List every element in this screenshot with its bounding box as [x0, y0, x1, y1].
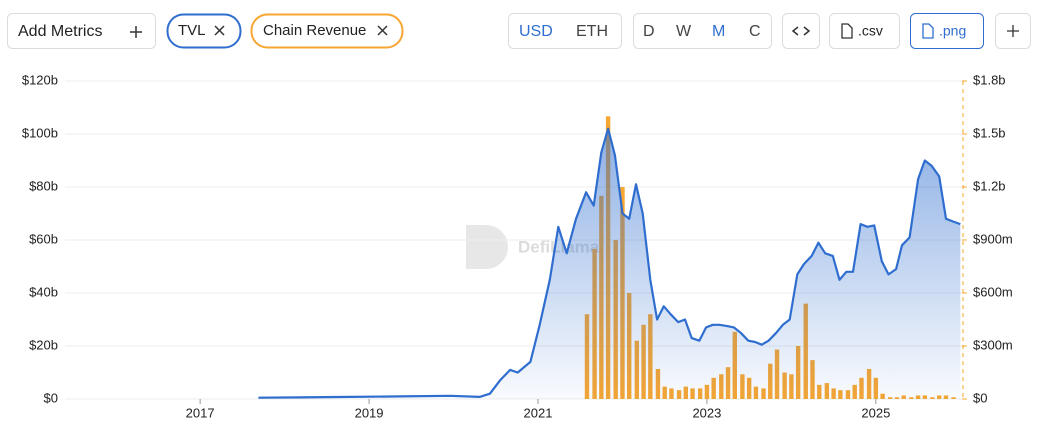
add-metrics-label: Add Metrics	[18, 23, 102, 40]
y-tick-label: $80b	[29, 178, 58, 193]
chain-revenue-pill[interactable]: Chain Revenue	[250, 13, 404, 49]
x-tick-label: 2017	[186, 405, 215, 420]
x-tick-label: 2023	[692, 405, 721, 420]
y2-tick-label: $1.8b	[973, 72, 1006, 87]
add-metrics-button[interactable]: Add Metrics	[7, 13, 156, 49]
y-tick-label: $40b	[29, 284, 58, 299]
x-tick-label: 2025	[861, 405, 890, 420]
png-button[interactable]: .png	[910, 13, 984, 49]
plot-area: $0 $20b $40b $60b $80b $100b $120b $0 $300m $600m…	[22, 72, 1013, 420]
y-tick-label: $60b	[29, 231, 58, 246]
legend-entry: TVL	[178, 22, 206, 39]
y2-tick-label: $300m	[973, 337, 1013, 352]
period-group	[633, 13, 772, 49]
period-m[interactable]: M	[712, 23, 725, 40]
currency-usd[interactable]: USD	[519, 23, 553, 40]
period-w[interactable]: W	[676, 23, 692, 40]
y-tick-label: $100b	[22, 125, 58, 140]
tvl-area	[258, 128, 961, 399]
add-chart-button[interactable]	[995, 13, 1031, 49]
y2-tick-label: $600m	[973, 284, 1013, 299]
tvl-pill[interactable]: TVL	[166, 13, 242, 49]
png-label: .png	[939, 23, 966, 39]
tvl-line	[258, 127, 961, 399]
csv-label: .csv	[858, 23, 883, 39]
period-c[interactable]: C	[749, 23, 761, 40]
x-tick-label: 2021	[524, 405, 553, 420]
y-tick-label: $120b	[22, 72, 58, 87]
legend-entry: Chain Revenue	[263, 22, 366, 39]
y-tick-label: $20b	[29, 337, 58, 352]
y2-tick-label: $0	[973, 390, 987, 405]
period-d[interactable]: D	[643, 23, 655, 40]
y2-tick-label: $1.5b	[973, 125, 1006, 140]
embed-button[interactable]	[782, 13, 820, 49]
currency-group	[508, 13, 622, 49]
currency-eth[interactable]: ETH	[576, 23, 608, 40]
csv-button[interactable]: .csv	[829, 13, 900, 49]
y-tick-label: $0	[44, 390, 58, 405]
y2-tick-label: $900m	[973, 231, 1013, 246]
y2-tick-label: $1.2b	[973, 178, 1006, 193]
x-tick-label: 2019	[355, 405, 384, 420]
